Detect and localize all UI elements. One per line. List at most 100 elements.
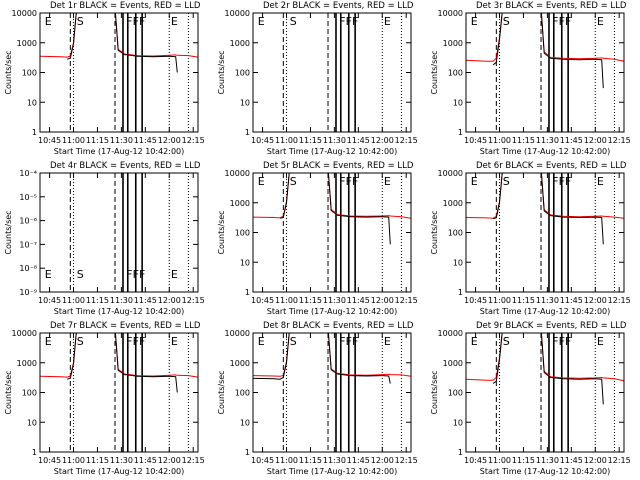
x-tick-label: 11:15 bbox=[86, 136, 109, 145]
x-tick-label: 12:00 bbox=[584, 456, 607, 465]
y-tick-label: 100 bbox=[448, 69, 463, 78]
annotation: F bbox=[559, 175, 565, 188]
chart-title: Det 4r BLACK = Events, RED = LLD bbox=[50, 161, 201, 171]
annotation: E bbox=[171, 15, 178, 28]
x-tick-label: 12:00 bbox=[584, 296, 607, 305]
y-tick-label: 100 bbox=[235, 389, 250, 398]
x-tick-label: 12:15 bbox=[395, 136, 418, 145]
annotation: F bbox=[565, 335, 571, 348]
annotation: F bbox=[339, 335, 345, 348]
y-axis-label: Counts/sec bbox=[4, 50, 13, 94]
panel: Det 4r BLACK = Events, RED = LLD Start Ti… bbox=[4, 161, 205, 316]
chart-title: Det 6r BLACK = Events, RED = LLD bbox=[476, 161, 627, 171]
y-axis-label: Counts/sec bbox=[4, 210, 13, 254]
x-tick-label: 11:00 bbox=[488, 136, 511, 145]
x-axis-label: Start Time (17-Aug-12 10:42:00) bbox=[267, 307, 398, 316]
series-line bbox=[279, 173, 391, 245]
y-tick-label: 1000 bbox=[443, 359, 463, 368]
panel: Det 6r BLACK = Events, RED = LLD Start Ti… bbox=[430, 161, 631, 316]
x-tick-label: 11:30 bbox=[323, 136, 346, 145]
y-axis-label: Counts/sec bbox=[217, 50, 226, 94]
panel: Det 2r BLACK = Events, RED = LLD Start Ti… bbox=[217, 1, 418, 156]
chart-title: Det 9r BLACK = Events, RED = LLD bbox=[476, 321, 627, 331]
x-tick-label: 11:30 bbox=[110, 296, 133, 305]
plot-frame bbox=[252, 332, 412, 453]
series-line bbox=[253, 333, 411, 377]
x-tick-label: 12:00 bbox=[371, 136, 394, 145]
annotation: F bbox=[133, 268, 139, 281]
y-tick-label: 10 bbox=[27, 418, 37, 427]
x-tick-label: 11:00 bbox=[488, 456, 511, 465]
x-tick-label: 12:15 bbox=[395, 456, 418, 465]
x-tick-label: 10:45 bbox=[464, 296, 487, 305]
chart-title: Det 2r BLACK = Events, RED = LLD bbox=[263, 1, 414, 11]
x-tick-label: 10:45 bbox=[464, 136, 487, 145]
x-tick-label: 11:15 bbox=[86, 456, 109, 465]
y-tick-label: 10⁻⁸ bbox=[19, 264, 37, 273]
annotation: F bbox=[133, 335, 139, 348]
annotation: E bbox=[258, 175, 265, 188]
chart-title: Det 1r BLACK = Events, RED = LLD bbox=[50, 1, 201, 11]
annotation: E bbox=[471, 175, 478, 188]
y-tick-label: 1000 bbox=[443, 199, 463, 208]
y-tick-label: 100 bbox=[235, 69, 250, 78]
x-tick-label: 10:45 bbox=[251, 296, 274, 305]
panel: Det 3r BLACK = Events, RED = LLD Start Ti… bbox=[430, 1, 631, 156]
x-tick-label: 10:45 bbox=[464, 456, 487, 465]
x-tick-label: 11:15 bbox=[86, 296, 109, 305]
series-line bbox=[466, 173, 624, 219]
y-tick-label: 10000 bbox=[438, 9, 463, 18]
y-tick-label: 10⁻⁶ bbox=[19, 217, 37, 226]
plot-frame bbox=[252, 12, 412, 133]
y-tick-label: 10000 bbox=[12, 329, 37, 338]
panel: Det 9r BLACK = Events, RED = LLD Start Ti… bbox=[430, 321, 631, 476]
annotation: E bbox=[258, 335, 265, 348]
panel: Det 1r BLACK = Events, RED = LLD Start Ti… bbox=[4, 1, 205, 156]
annotation: S bbox=[290, 15, 297, 28]
x-tick-label: 12:00 bbox=[158, 456, 181, 465]
y-tick-label: 100 bbox=[22, 69, 37, 78]
x-tick-label: 12:00 bbox=[584, 136, 607, 145]
x-tick-label: 12:15 bbox=[395, 296, 418, 305]
chart-title: Det 5r BLACK = Events, RED = LLD bbox=[263, 161, 414, 171]
x-tick-label: 12:15 bbox=[182, 136, 205, 145]
annotation: F bbox=[139, 335, 145, 348]
y-tick-label: 10000 bbox=[438, 169, 463, 178]
annotation: F bbox=[559, 15, 565, 28]
annotation: F bbox=[133, 15, 139, 28]
annotation: F bbox=[346, 175, 352, 188]
y-tick-label: 10000 bbox=[225, 9, 250, 18]
annotation: E bbox=[597, 15, 604, 28]
annotation: S bbox=[290, 335, 297, 348]
y-tick-label: 1000 bbox=[230, 39, 250, 48]
plot-frame bbox=[465, 332, 625, 453]
annotation: E bbox=[171, 335, 178, 348]
annotation: E bbox=[258, 15, 265, 28]
series-line bbox=[40, 13, 198, 58]
x-tick-label: 10:45 bbox=[38, 296, 61, 305]
x-tick-label: 12:15 bbox=[608, 456, 631, 465]
y-tick-label: 1 bbox=[245, 448, 250, 457]
annotation: E bbox=[45, 268, 52, 281]
y-tick-label: 1000 bbox=[230, 199, 250, 208]
plot-frame bbox=[39, 332, 199, 453]
x-axis-label: Start Time (17-Aug-12 10:42:00) bbox=[267, 467, 398, 476]
series-line bbox=[492, 13, 604, 89]
x-axis-label: Start Time (17-Aug-12 10:42:00) bbox=[54, 147, 185, 156]
annotation: S bbox=[290, 175, 297, 188]
series-line bbox=[253, 173, 411, 219]
x-tick-label: 11:00 bbox=[275, 296, 298, 305]
chart-title: Det 7r BLACK = Events, RED = LLD bbox=[50, 321, 201, 331]
y-tick-label: 100 bbox=[22, 389, 37, 398]
y-tick-label: 10⁻⁴ bbox=[19, 169, 37, 178]
x-tick-label: 10:45 bbox=[38, 136, 61, 145]
annotation: F bbox=[552, 15, 558, 28]
plot-frame bbox=[465, 172, 625, 293]
x-tick-label: 10:45 bbox=[251, 456, 274, 465]
x-tick-label: 11:00 bbox=[62, 456, 85, 465]
x-axis-label: Start Time (17-Aug-12 10:42:00) bbox=[54, 307, 185, 316]
annotation: F bbox=[565, 175, 571, 188]
y-tick-label: 1000 bbox=[17, 39, 37, 48]
chart-title: Det 8r BLACK = Events, RED = LLD bbox=[263, 321, 414, 331]
x-tick-label: 11:15 bbox=[512, 456, 535, 465]
